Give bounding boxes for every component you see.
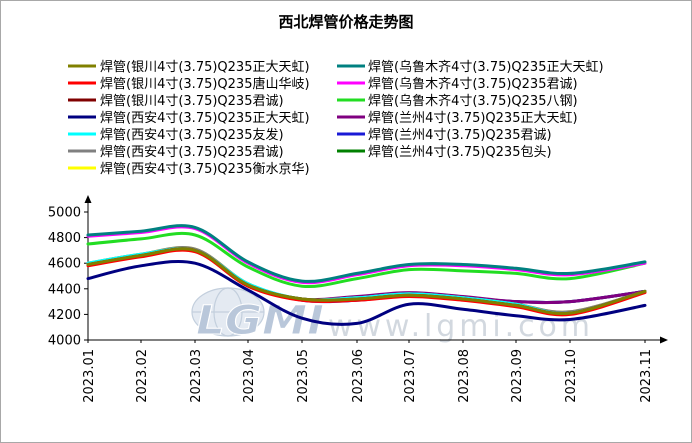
series-line-7 bbox=[86, 224, 647, 283]
watermark-logo: LGMI bbox=[196, 298, 324, 344]
x-tick-label: 2023.07 bbox=[403, 349, 418, 403]
legend-label: 焊管(兰州4寸(3.75)Q235正大天虹) bbox=[368, 110, 578, 126]
legend-item: 焊管(银川4寸(3.75)Q235君诚) bbox=[68, 93, 284, 109]
legend-label: 焊管(兰州4寸(3.75)Q235君诚) bbox=[368, 127, 552, 143]
legend-label: 焊管(乌鲁木齐4寸(3.75)Q235八钢) bbox=[368, 93, 578, 109]
legend-item: 焊管(银川4寸(3.75)Q235正大天虹) bbox=[68, 59, 310, 75]
x-tick-label: 2023.08 bbox=[457, 349, 472, 403]
x-tick-label: 2023.02 bbox=[135, 349, 150, 403]
legend-label: 焊管(乌鲁木齐4寸(3.75)Q235正大天虹) bbox=[368, 59, 604, 75]
legend-item: 焊管(西安4寸(3.75)Q235衡水京华) bbox=[68, 161, 310, 177]
legend-item: 焊管(乌鲁木齐4寸(3.75)Q235君诚) bbox=[337, 76, 578, 92]
y-tick-label: 4400 bbox=[48, 282, 81, 297]
legend-label: 焊管(乌鲁木齐4寸(3.75)Q235君诚) bbox=[368, 76, 578, 92]
legend-item: 焊管(乌鲁木齐4寸(3.75)Q235正大天虹) bbox=[337, 59, 604, 75]
legend-item: 焊管(乌鲁木齐4寸(3.75)Q235八钢) bbox=[337, 93, 578, 109]
x-tick-label: 2023.11 bbox=[639, 349, 654, 403]
legend-item: 焊管(西安4寸(3.75)Q235正大天虹) bbox=[68, 110, 310, 126]
legend-label: 焊管(西安4寸(3.75)Q235正大天虹) bbox=[100, 110, 310, 126]
series-line-0 bbox=[86, 247, 647, 316]
x-tick-label: 2023.05 bbox=[296, 349, 311, 403]
y-axis-ticks: 4000 4200 4400 4600 4800 5000 bbox=[48, 206, 88, 349]
legend-item: 焊管(西安4寸(3.75)Q235君诚) bbox=[68, 144, 284, 160]
series-line-3 bbox=[86, 260, 647, 326]
x-tick-label: 2023.10 bbox=[564, 349, 579, 403]
y-tick-label: 4600 bbox=[48, 257, 81, 272]
legend: 焊管(银川4寸(3.75)Q235正大天虹)焊管(银川4寸(3.75)Q235唐… bbox=[68, 59, 604, 177]
x-axis-ticks: 2023.01 2023.02 2023.03 2023.04 2023.05 2023.… bbox=[82, 340, 654, 403]
y-tick-label: 4800 bbox=[48, 231, 81, 246]
legend-item: 焊管(兰州4寸(3.75)Q235君诚) bbox=[337, 127, 552, 143]
legend-label: 焊管(银川4寸(3.75)Q235君诚) bbox=[100, 93, 284, 109]
legend-label: 焊管(兰州4寸(3.75)Q235包头) bbox=[368, 144, 552, 160]
legend-item: 焊管(西安4寸(3.75)Q235友发) bbox=[68, 127, 284, 143]
legend-label: 焊管(银川4寸(3.75)Q235正大天虹) bbox=[100, 59, 310, 75]
y-axis-arrow-icon bbox=[84, 195, 92, 203]
x-tick-label: 2023.06 bbox=[351, 349, 366, 403]
x-axis-arrow-icon bbox=[660, 336, 668, 344]
x-tick-label: 2023.04 bbox=[242, 349, 257, 403]
y-tick-label: 5000 bbox=[48, 206, 81, 221]
series-line-9 bbox=[86, 231, 647, 289]
x-tick-label: 2023.09 bbox=[510, 349, 525, 403]
legend-label: 焊管(西安4寸(3.75)Q235君诚) bbox=[100, 144, 284, 160]
x-tick-label: 2023.03 bbox=[189, 349, 204, 403]
series-layer bbox=[86, 224, 647, 326]
legend-label: 焊管(西安4寸(3.75)Q235衡水京华) bbox=[100, 161, 310, 177]
y-tick-label: 4200 bbox=[48, 308, 81, 323]
watermark: LGMI www.lgmi.com bbox=[191, 287, 590, 345]
y-tick-label: 4000 bbox=[48, 334, 81, 349]
legend-label: 焊管(银川4寸(3.75)Q235唐山华岐) bbox=[100, 76, 310, 92]
legend-label: 焊管(西安4寸(3.75)Q235友发) bbox=[100, 127, 284, 143]
watermark-url: www.lgmi.com bbox=[328, 309, 590, 344]
x-tick-label: 2023.01 bbox=[82, 349, 97, 403]
legend-item: 焊管(兰州4寸(3.75)Q235包头) bbox=[337, 144, 552, 160]
chart-title: 西北焊管价格走势图 bbox=[278, 13, 413, 31]
legend-item: 焊管(银川4寸(3.75)Q235唐山华岐) bbox=[68, 76, 310, 92]
legend-item: 焊管(兰州4寸(3.75)Q235正大天虹) bbox=[337, 110, 578, 126]
